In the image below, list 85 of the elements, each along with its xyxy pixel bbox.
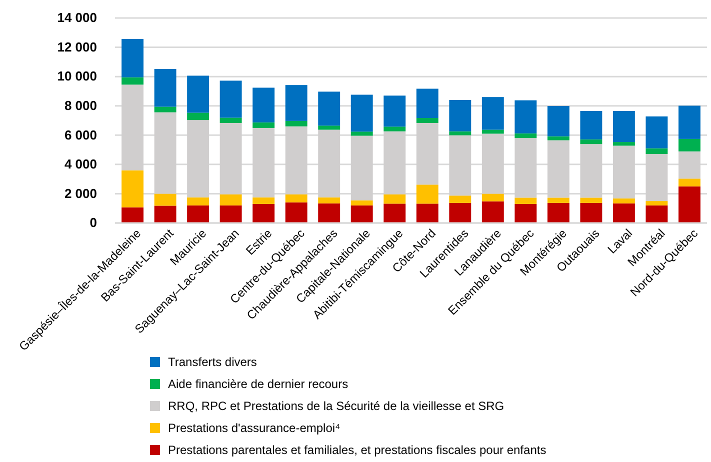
y-tick-label: 2 000 xyxy=(64,186,97,201)
bar xyxy=(547,202,570,223)
bar xyxy=(384,96,406,127)
bar xyxy=(252,88,275,122)
bar xyxy=(482,194,504,202)
bar xyxy=(612,110,635,142)
bar xyxy=(514,133,537,138)
y-tick-label: 12 000 xyxy=(57,39,97,54)
bar xyxy=(580,202,602,223)
bar xyxy=(285,85,308,121)
bar xyxy=(449,202,472,223)
bar xyxy=(350,200,373,206)
bar xyxy=(646,201,668,206)
bar xyxy=(384,194,406,204)
bar xyxy=(449,196,472,203)
bar xyxy=(514,100,537,134)
legend-label: RRQ, RPC et Prestations de la Sécurité de la vieillesse et SRG xyxy=(168,399,504,414)
bar xyxy=(285,202,308,223)
bar xyxy=(449,131,472,136)
bar xyxy=(612,203,635,223)
bar xyxy=(580,139,602,144)
y-tick-label: 0 xyxy=(90,215,97,230)
bar xyxy=(384,204,406,223)
bar xyxy=(416,118,438,123)
legend-label: Prestations d'assurance-emploi⁴ xyxy=(168,421,340,436)
bar xyxy=(220,205,242,223)
bar xyxy=(416,204,438,223)
bar xyxy=(416,184,438,204)
y-tick-label: 8 000 xyxy=(64,98,97,114)
y-tick-label: 6 000 xyxy=(64,127,97,142)
bar xyxy=(678,178,700,186)
bar xyxy=(612,198,635,204)
bar xyxy=(187,197,210,206)
bar xyxy=(646,116,668,148)
bar xyxy=(154,194,176,206)
bar xyxy=(285,194,308,202)
bar xyxy=(646,148,668,154)
bar xyxy=(350,132,373,136)
bar xyxy=(122,38,144,78)
bar xyxy=(449,100,472,132)
bar xyxy=(154,106,176,112)
bar xyxy=(154,68,176,107)
bar xyxy=(122,170,144,208)
legend-label: Transferts divers xyxy=(168,355,257,370)
y-tick-label: 4 000 xyxy=(64,156,97,172)
bar xyxy=(122,77,144,85)
bar xyxy=(514,204,537,223)
bar xyxy=(318,92,340,126)
bar xyxy=(646,205,668,223)
bar xyxy=(252,122,275,128)
bar xyxy=(187,112,210,120)
bar xyxy=(580,110,602,140)
bar xyxy=(482,97,504,130)
bar xyxy=(678,186,700,223)
bar xyxy=(318,203,340,223)
bar xyxy=(187,205,210,223)
y-tick-label: 14 000 xyxy=(57,10,97,26)
bar xyxy=(612,142,635,146)
bar xyxy=(678,106,700,139)
bar xyxy=(220,118,242,123)
bar xyxy=(384,126,406,132)
bar xyxy=(416,88,438,118)
bar xyxy=(482,201,504,223)
legend-label: Prestations parentales et familiales, et prestations fiscales pour enfants xyxy=(168,443,546,458)
bar xyxy=(318,197,340,204)
bar xyxy=(154,206,176,223)
bar xyxy=(547,136,570,140)
bar xyxy=(350,94,373,132)
bar xyxy=(678,138,700,152)
bar xyxy=(580,198,602,203)
bar xyxy=(122,207,144,223)
bar xyxy=(220,80,242,118)
bar xyxy=(318,126,340,130)
bar xyxy=(547,198,570,203)
legend-label: Aide financière de dernier recours xyxy=(168,377,348,392)
bar xyxy=(187,76,210,113)
bar xyxy=(252,197,275,204)
bar xyxy=(252,204,275,223)
bar xyxy=(482,130,504,134)
bar xyxy=(514,198,537,204)
bar xyxy=(220,194,242,206)
y-tick-label: 10 000 xyxy=(57,68,97,84)
bar xyxy=(350,205,373,223)
bar xyxy=(285,120,308,126)
bar xyxy=(547,106,570,136)
